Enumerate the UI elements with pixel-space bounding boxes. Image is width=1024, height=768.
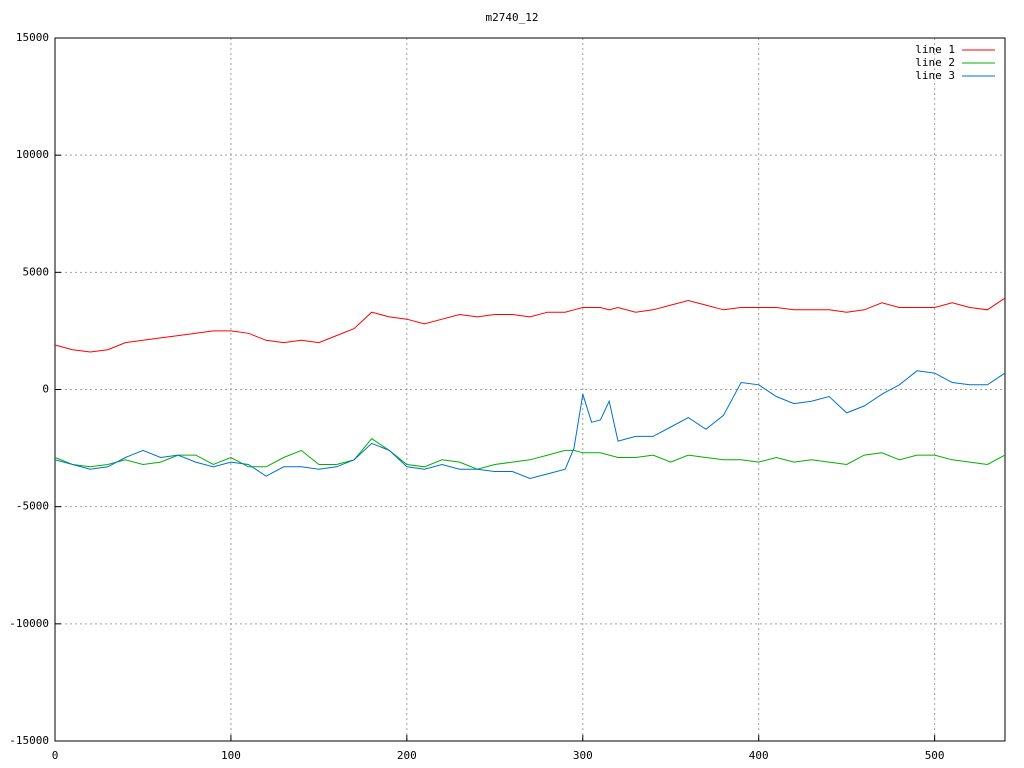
legend-label: line 3 bbox=[915, 69, 955, 82]
y-tick-label: 10000 bbox=[16, 148, 49, 161]
data-line bbox=[54, 370, 1006, 480]
y-tick-label: -15000 bbox=[9, 734, 49, 747]
y-tick-label: 15000 bbox=[16, 31, 49, 44]
plot-frame bbox=[54, 37, 1006, 742]
x-tick-label: 400 bbox=[749, 749, 769, 762]
x-tick-label: 0 bbox=[52, 749, 59, 762]
legend-label: line 1 bbox=[915, 43, 955, 56]
y-tick-label: 5000 bbox=[23, 265, 50, 278]
y-tick-label: -10000 bbox=[9, 617, 49, 630]
y-tick-label: 0 bbox=[42, 383, 49, 396]
x-tick-label: 100 bbox=[221, 749, 241, 762]
data-line bbox=[54, 438, 1006, 470]
y-tick-label: -5000 bbox=[16, 500, 49, 513]
x-tick-label: 500 bbox=[925, 749, 945, 762]
x-tick-label: 300 bbox=[573, 749, 593, 762]
legend-label: line 2 bbox=[915, 56, 955, 69]
data-line bbox=[54, 297, 1006, 353]
chart-title: m2740_12 bbox=[486, 11, 539, 24]
x-tick-label: 200 bbox=[397, 749, 417, 762]
